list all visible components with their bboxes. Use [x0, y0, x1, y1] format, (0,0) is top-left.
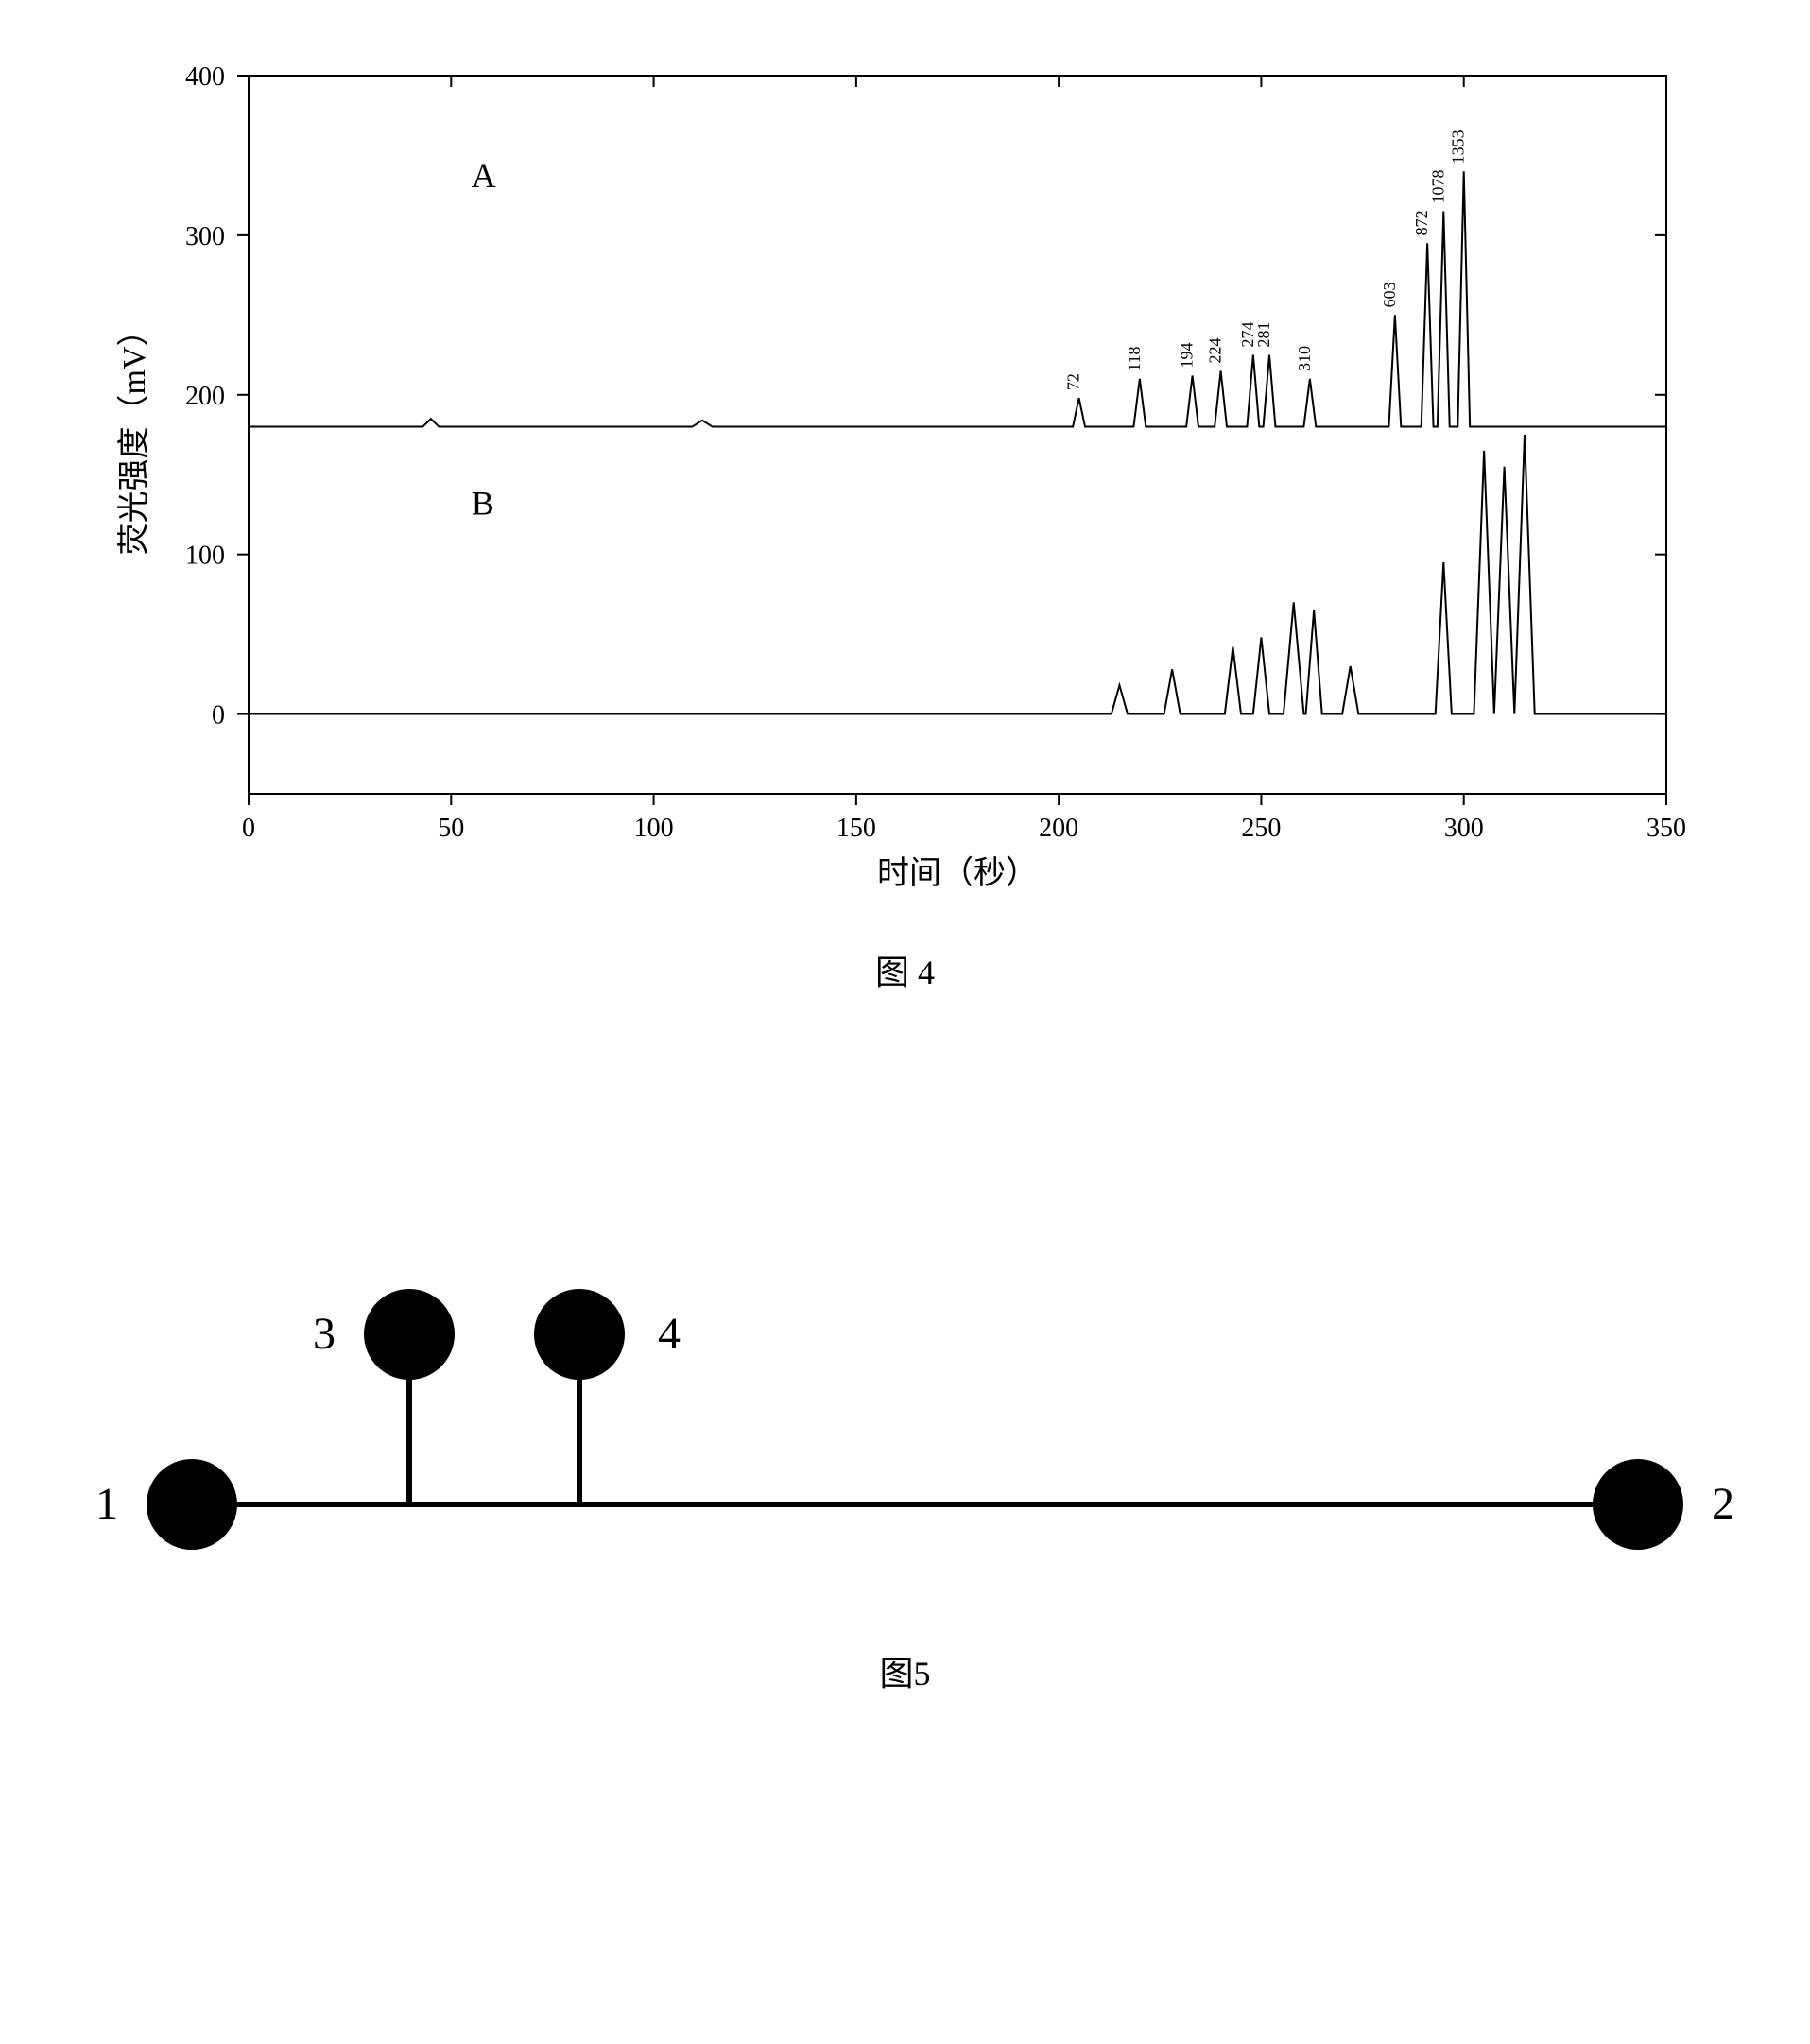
- svg-text:50: 50: [438, 814, 464, 843]
- svg-text:72: 72: [1063, 373, 1082, 390]
- svg-text:118: 118: [1124, 347, 1143, 371]
- svg-text:200: 200: [185, 382, 225, 411]
- svg-text:281: 281: [1254, 322, 1273, 348]
- svg-text:250: 250: [1241, 814, 1281, 843]
- svg-text:300: 300: [185, 222, 225, 251]
- svg-text:3: 3: [313, 1309, 336, 1359]
- svg-text:B: B: [471, 484, 493, 522]
- svg-text:100: 100: [633, 814, 673, 843]
- svg-text:A: A: [471, 157, 495, 195]
- svg-text:603: 603: [1379, 282, 1398, 307]
- svg-text:194: 194: [1177, 343, 1196, 369]
- svg-text:350: 350: [1646, 814, 1686, 843]
- figure-5-diagram: 1 2 3 4: [78, 1259, 1732, 1589]
- svg-text:1: 1: [95, 1479, 118, 1529]
- figure-4-chart: 0 50 100 150 200 250 300 350 0 100 200 300 400 时间（秒） 荧…: [78, 38, 1732, 888]
- svg-text:872: 872: [1412, 210, 1431, 235]
- svg-text:150: 150: [836, 814, 875, 843]
- svg-text:310: 310: [1294, 346, 1313, 371]
- figure-4-container: 0 50 100 150 200 250 300 350 0 100 200 300 400 时间（秒） 荧…: [38, 38, 1772, 994]
- figure-5-caption: 图5: [879, 1646, 930, 1695]
- svg-text:300: 300: [1443, 814, 1483, 843]
- figure-5-container: 1 2 3 4 图5: [38, 1070, 1772, 1695]
- svg-text:100: 100: [185, 541, 225, 571]
- figure-4-caption: 图 4: [875, 945, 935, 994]
- svg-text:224: 224: [1205, 337, 1224, 363]
- svg-text:0: 0: [212, 701, 225, 730]
- svg-text:时间（秒）: 时间（秒）: [877, 855, 1038, 888]
- svg-text:2: 2: [1712, 1479, 1732, 1529]
- svg-text:200: 200: [1039, 814, 1078, 843]
- svg-text:400: 400: [185, 62, 225, 92]
- svg-text:荧光强度（mV）: 荧光强度（mV）: [116, 315, 152, 556]
- chip-schematic-diagram: 1 2 3 4: [78, 1259, 1732, 1589]
- svg-text:0: 0: [242, 814, 255, 843]
- electropherogram-chart: 0 50 100 150 200 250 300 350 0 100 200 300 400 时间（秒） 荧…: [78, 38, 1732, 888]
- svg-text:1353: 1353: [1448, 129, 1467, 163]
- svg-text:4: 4: [658, 1309, 681, 1359]
- svg-text:1078: 1078: [1428, 170, 1447, 204]
